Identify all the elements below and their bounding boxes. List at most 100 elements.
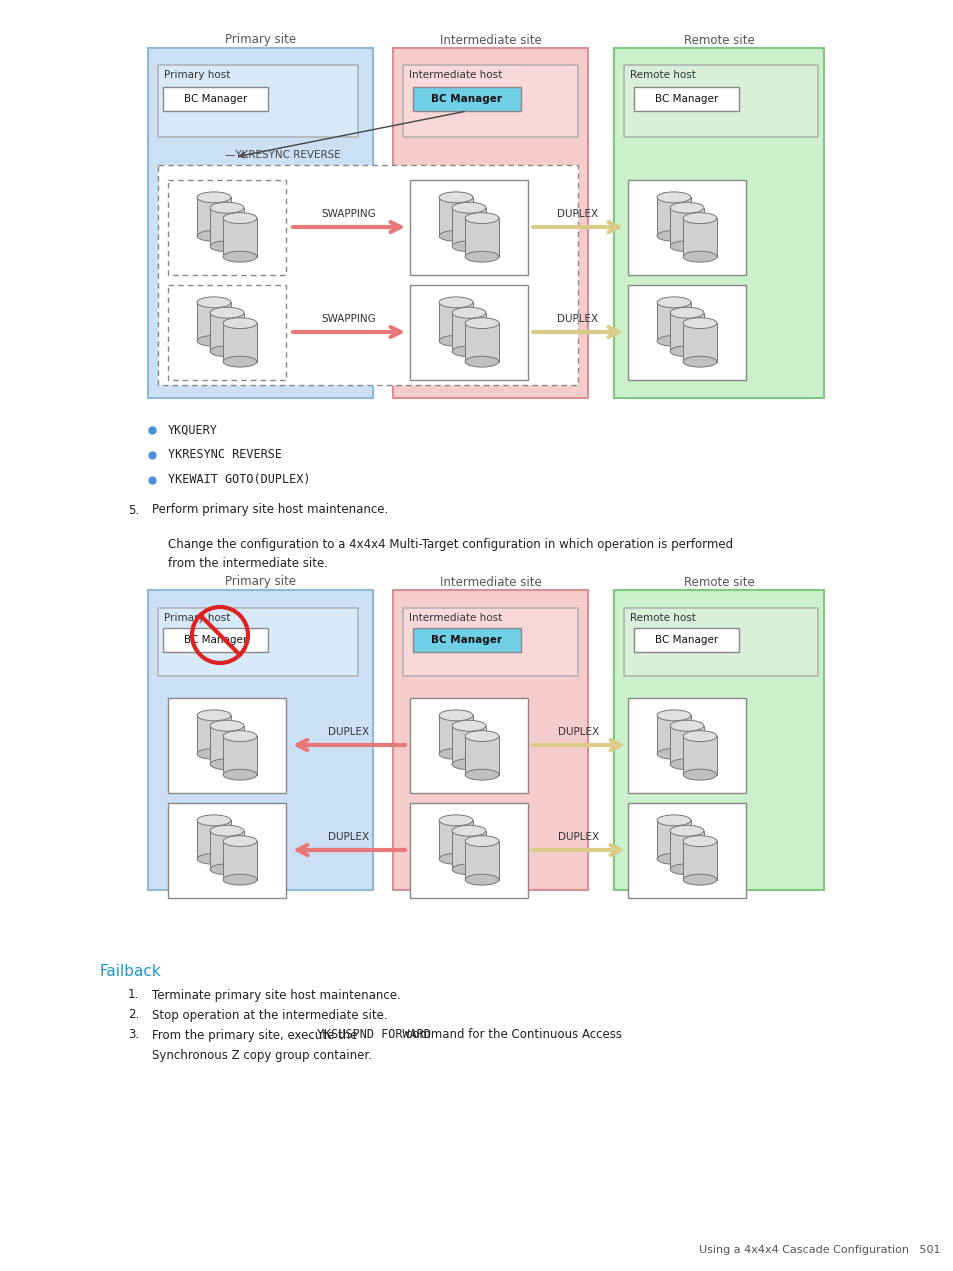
- Bar: [452, 207, 485, 247]
- Text: Change the configuration to a 4x4x4 Multi-Target configuration in which operatio: Change the configuration to a 4x4x4 Mult…: [168, 538, 732, 569]
- Bar: [669, 726, 703, 764]
- Text: 1.: 1.: [128, 989, 139, 1002]
- Ellipse shape: [438, 710, 473, 721]
- Bar: [168, 285, 286, 380]
- Ellipse shape: [682, 769, 716, 780]
- Text: Primary host: Primary host: [164, 70, 230, 80]
- Bar: [465, 323, 498, 362]
- Text: DUPLEX: DUPLEX: [558, 833, 598, 841]
- Text: BC Manager: BC Manager: [184, 94, 247, 104]
- Bar: [168, 180, 286, 275]
- Text: Terminate primary site host maintenance.: Terminate primary site host maintenance.: [152, 989, 400, 1002]
- Bar: [158, 165, 578, 385]
- Ellipse shape: [465, 731, 498, 741]
- Text: DUPLEX: DUPLEX: [557, 314, 598, 324]
- Bar: [413, 628, 520, 652]
- Ellipse shape: [223, 731, 256, 741]
- Text: Remote host: Remote host: [629, 613, 695, 623]
- Ellipse shape: [452, 202, 485, 214]
- Bar: [627, 698, 745, 793]
- Ellipse shape: [669, 308, 703, 318]
- Bar: [657, 197, 690, 236]
- FancyBboxPatch shape: [614, 590, 823, 890]
- Text: Intermediate host: Intermediate host: [409, 70, 501, 80]
- Ellipse shape: [438, 230, 473, 241]
- Ellipse shape: [210, 864, 244, 874]
- Ellipse shape: [452, 346, 485, 357]
- Text: Synchronous Z copy group container.: Synchronous Z copy group container.: [152, 1049, 372, 1061]
- Text: Primary site: Primary site: [225, 576, 295, 588]
- FancyBboxPatch shape: [148, 590, 373, 890]
- Ellipse shape: [197, 297, 231, 308]
- Bar: [682, 841, 716, 880]
- Ellipse shape: [657, 853, 690, 864]
- Bar: [410, 285, 527, 380]
- Ellipse shape: [210, 202, 244, 214]
- Ellipse shape: [210, 240, 244, 252]
- Ellipse shape: [657, 710, 690, 721]
- Text: Remote site: Remote site: [683, 33, 754, 47]
- FancyBboxPatch shape: [158, 608, 357, 676]
- Ellipse shape: [197, 749, 231, 759]
- Bar: [657, 716, 690, 754]
- Ellipse shape: [657, 815, 690, 826]
- Bar: [210, 313, 244, 351]
- Ellipse shape: [210, 308, 244, 318]
- Bar: [634, 86, 739, 111]
- Text: 3.: 3.: [128, 1028, 139, 1041]
- Ellipse shape: [438, 749, 473, 759]
- Ellipse shape: [197, 230, 231, 241]
- Bar: [197, 716, 231, 754]
- Bar: [410, 180, 527, 275]
- FancyBboxPatch shape: [393, 590, 587, 890]
- Ellipse shape: [682, 356, 716, 367]
- Text: DUPLEX: DUPLEX: [557, 208, 598, 219]
- Bar: [197, 302, 231, 341]
- Ellipse shape: [438, 815, 473, 826]
- Ellipse shape: [669, 240, 703, 252]
- Bar: [657, 820, 690, 859]
- Text: YKQUERY: YKQUERY: [168, 423, 217, 436]
- Bar: [627, 180, 745, 275]
- Ellipse shape: [197, 336, 231, 346]
- FancyBboxPatch shape: [402, 608, 578, 676]
- Bar: [438, 197, 473, 236]
- Ellipse shape: [197, 853, 231, 864]
- Ellipse shape: [465, 356, 498, 367]
- Ellipse shape: [465, 252, 498, 262]
- FancyBboxPatch shape: [623, 608, 817, 676]
- Bar: [410, 803, 527, 899]
- FancyBboxPatch shape: [393, 48, 587, 398]
- Bar: [210, 726, 244, 764]
- Ellipse shape: [223, 212, 256, 224]
- Bar: [682, 323, 716, 362]
- Ellipse shape: [657, 749, 690, 759]
- Bar: [163, 86, 268, 111]
- Bar: [465, 736, 498, 774]
- Bar: [634, 628, 739, 652]
- Bar: [452, 726, 485, 764]
- Text: Perform primary site host maintenance.: Perform primary site host maintenance.: [152, 503, 388, 516]
- Ellipse shape: [452, 759, 485, 770]
- Text: DUPLEX: DUPLEX: [328, 833, 369, 841]
- Bar: [197, 197, 231, 236]
- Ellipse shape: [223, 318, 256, 329]
- Bar: [168, 803, 286, 899]
- Ellipse shape: [669, 202, 703, 214]
- Ellipse shape: [438, 297, 473, 308]
- Ellipse shape: [438, 336, 473, 346]
- FancyBboxPatch shape: [614, 48, 823, 398]
- Bar: [438, 302, 473, 341]
- Text: command for the Continuous Access: command for the Continuous Access: [401, 1028, 621, 1041]
- Ellipse shape: [223, 836, 256, 846]
- Bar: [197, 820, 231, 859]
- Ellipse shape: [657, 336, 690, 346]
- Bar: [452, 313, 485, 351]
- Bar: [413, 86, 520, 111]
- Bar: [210, 207, 244, 247]
- Ellipse shape: [682, 318, 716, 329]
- Ellipse shape: [657, 230, 690, 241]
- Ellipse shape: [452, 825, 485, 836]
- Text: Intermediate site: Intermediate site: [439, 33, 540, 47]
- Text: BC Manager: BC Manager: [431, 94, 502, 104]
